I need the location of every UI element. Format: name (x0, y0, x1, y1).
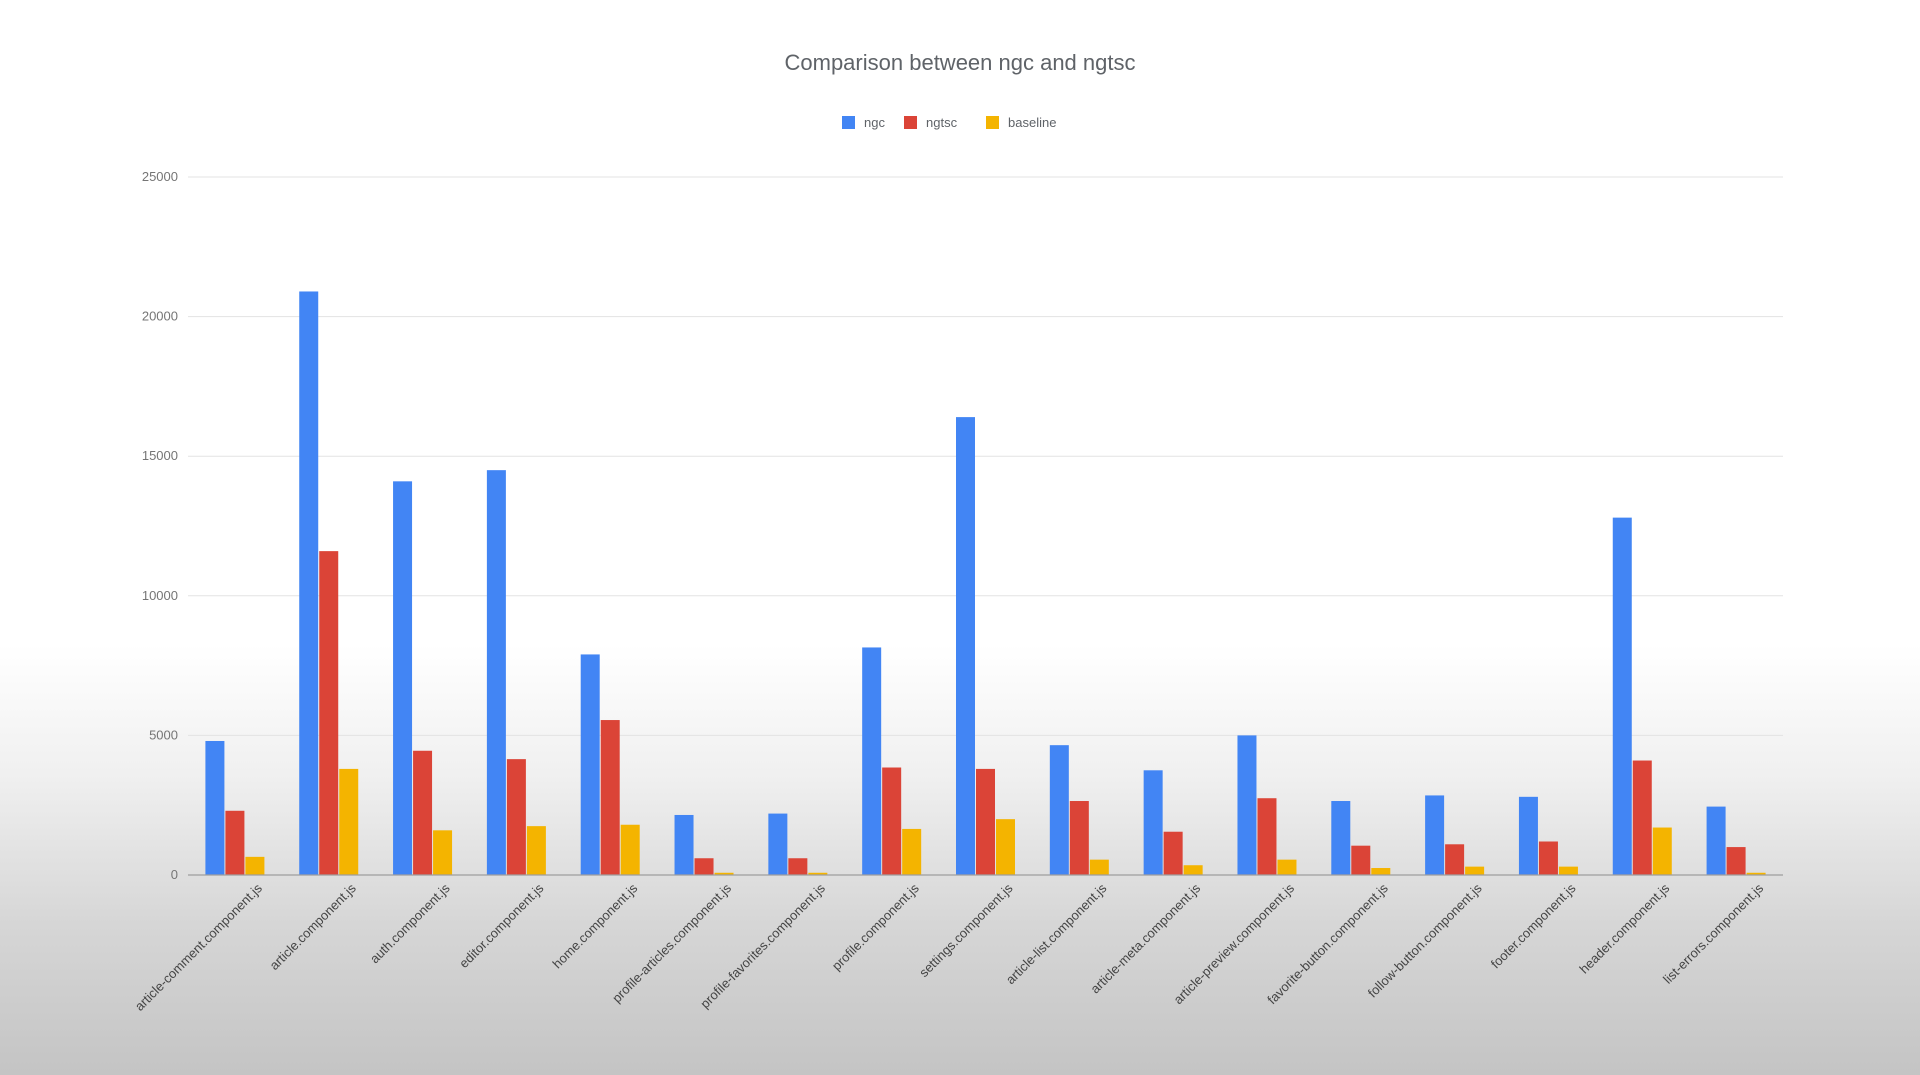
bar-ngc (393, 481, 413, 875)
bar-ngtsc (1632, 760, 1652, 875)
bar-ngtsc (225, 810, 245, 875)
x-tick-label: article-meta.component.js (1087, 880, 1203, 996)
bar-ngc (486, 470, 506, 875)
legend-label-baseline: baseline (1008, 115, 1056, 130)
bar-ngtsc (506, 759, 526, 875)
x-tick-label: profile.component.js (829, 880, 922, 973)
bar-baseline (714, 872, 734, 875)
bar-ngc (1706, 806, 1726, 875)
legend-swatch-ngc (842, 116, 855, 129)
bar-ngc (768, 813, 788, 875)
bar-ngc (1143, 770, 1163, 875)
bar-ngtsc (1069, 801, 1089, 875)
bar-baseline (526, 826, 546, 875)
y-axis-ticks: 0 5000 10000 15000 20000 25000 (142, 169, 178, 882)
x-tick-label: footer.component.js (1488, 880, 1579, 971)
bar-ngtsc (976, 768, 995, 875)
x-tick-label: auth.component.js (367, 880, 453, 966)
bar-ngc (1237, 735, 1257, 875)
bar-ngtsc (600, 720, 620, 875)
y-tick-label: 20000 (142, 309, 178, 324)
bar-ngc (1518, 796, 1538, 875)
bar-ngtsc (319, 551, 339, 875)
bar-ngc (1612, 517, 1632, 875)
bar-ngtsc (1726, 847, 1746, 875)
bar-ngc (205, 740, 225, 875)
y-tick-label: 0 (171, 867, 178, 882)
x-tick-label: editor.component.js (456, 880, 547, 971)
bar-ngtsc (1445, 844, 1465, 875)
y-tick-label: 10000 (142, 588, 178, 603)
x-tick-label: list-errors.component.js (1660, 880, 1766, 986)
y-tick-label: 5000 (149, 727, 178, 742)
bar-baseline (433, 830, 453, 875)
x-tick-label: header.component.js (1576, 880, 1672, 976)
bar-baseline (1371, 868, 1391, 875)
x-tick-label: home.component.js (549, 880, 640, 971)
bar-ngtsc (788, 858, 808, 875)
bar-baseline (1183, 865, 1203, 875)
gridlines (188, 176, 1783, 736)
bar-ngc (862, 647, 882, 875)
bar-ngtsc (694, 858, 714, 875)
x-tick-label: article.component.js (266, 880, 359, 973)
bar-ngc (956, 417, 975, 875)
x-tick-label: article-list.component.js (1003, 880, 1110, 987)
chart-title: Comparison between ngc and ngtsc (785, 50, 1136, 75)
x-tick-label: settings.component.js (916, 880, 1016, 980)
legend-swatch-baseline (986, 116, 999, 129)
bar-ngc (674, 814, 694, 875)
bar-baseline (620, 824, 640, 875)
bar-ngc (299, 291, 319, 875)
legend-label-ngtsc: ngtsc (926, 115, 958, 130)
bar-ngtsc (1257, 798, 1277, 875)
x-axis-labels: article-comment.component.js article.comp… (132, 880, 1767, 1014)
legend-swatch-ngtsc (904, 116, 917, 129)
y-tick-label: 15000 (142, 448, 178, 463)
bar-ngtsc (1163, 831, 1183, 875)
bar-baseline (996, 819, 1015, 875)
bar-baseline (902, 828, 922, 875)
x-tick-label: article-comment.component.js (132, 880, 266, 1014)
bar-ngc (1049, 745, 1069, 875)
bar-baseline (1558, 866, 1578, 875)
bar-ngtsc (882, 767, 902, 875)
bar-ngtsc (413, 750, 433, 875)
bar-baseline (339, 768, 359, 875)
bar-baseline (245, 856, 265, 875)
bar-ngc (580, 654, 600, 875)
legend: ngc ngtsc baseline (842, 115, 1056, 130)
bar-ngc (1425, 795, 1445, 875)
bar-baseline (1746, 872, 1766, 875)
y-tick-label: 25000 (142, 169, 178, 184)
bar-baseline (1089, 859, 1109, 875)
bars (205, 291, 1766, 875)
bar-baseline (1652, 827, 1672, 875)
bar-ngtsc (1351, 845, 1371, 875)
bar-baseline (1277, 859, 1297, 875)
bar-ngtsc (1538, 841, 1558, 875)
bar-baseline (1465, 866, 1485, 875)
bar-ngc (1331, 801, 1351, 875)
legend-label-ngc: ngc (864, 115, 885, 130)
bar-baseline (808, 872, 828, 875)
